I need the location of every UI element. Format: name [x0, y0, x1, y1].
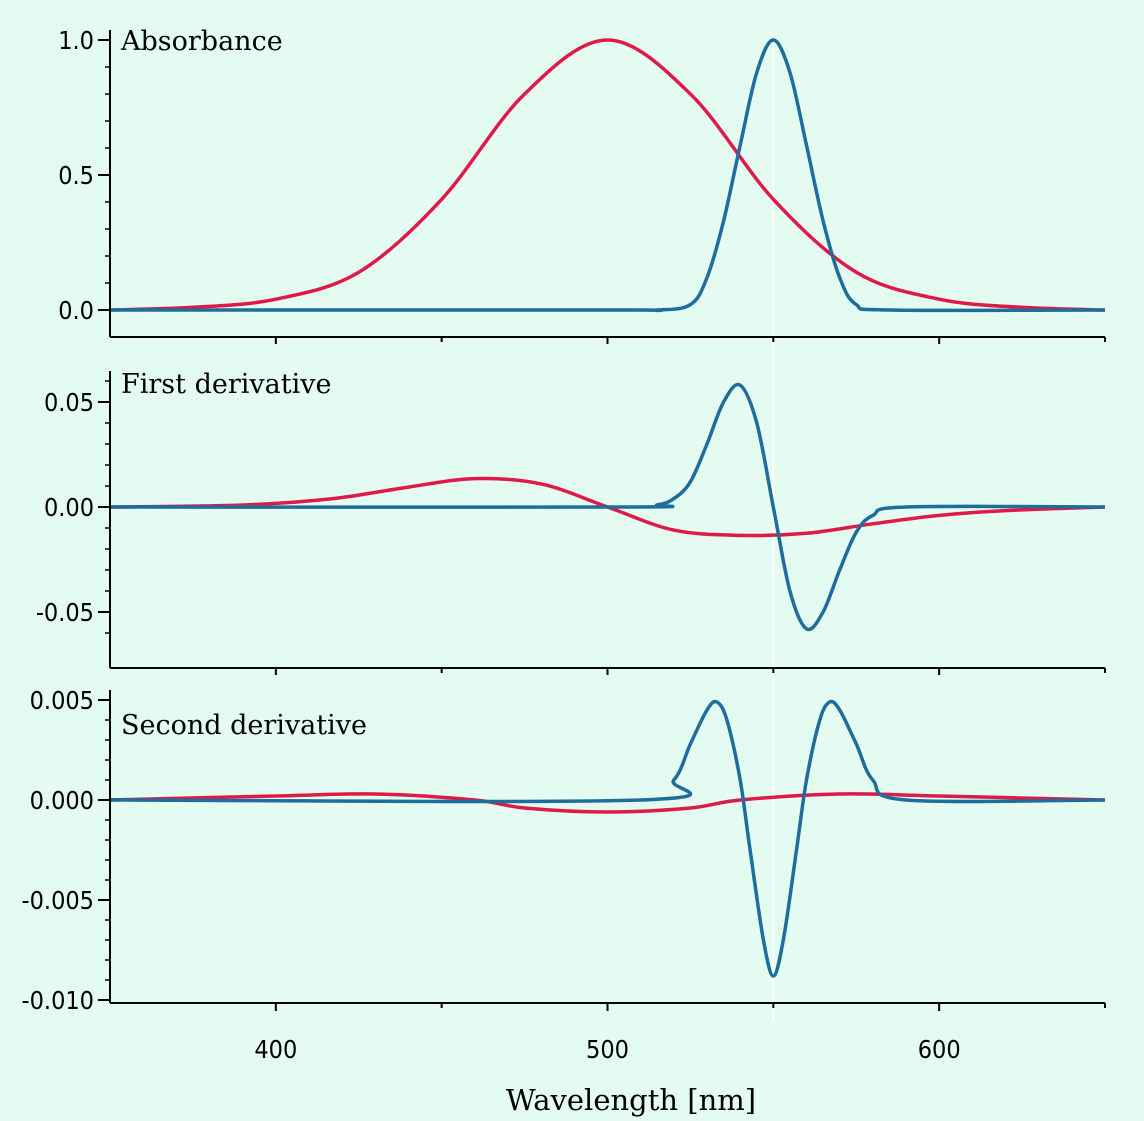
- blue-series-line-panel-3: [109, 699, 1106, 978]
- x-tick-label: 600: [918, 1035, 961, 1064]
- panel-3: -0.010 -0.005 0.000 0.005 Second derivative: [22, 686, 1106, 1015]
- x-tick-label: 400: [254, 1035, 297, 1064]
- y-tick-label: 0.5: [58, 161, 94, 190]
- panel-title: Absorbance: [120, 26, 283, 57]
- panel-title: Second derivative: [121, 710, 367, 741]
- blue-series-line-panel-1: [110, 38, 1106, 313]
- y-tick-label: -0.010: [22, 986, 95, 1015]
- y-tick-label: 0.005: [30, 686, 94, 715]
- y-tick-label: -0.005: [22, 886, 95, 915]
- y-tick-label: 0.000: [30, 786, 94, 815]
- red-series-line-panel-3: [109, 792, 1106, 814]
- red-series-line-panel-1: [109, 38, 1106, 312]
- x-tick-label: 500: [586, 1035, 629, 1064]
- panel-1: 0.0 0.5 1.0 Absorbance: [58, 26, 1106, 344]
- y-tick-label: 1.0: [58, 26, 94, 55]
- y-tick-label: 0.05: [44, 388, 94, 417]
- y-tick-label: 0.00: [44, 493, 94, 522]
- x-axis-title: Wavelength [nm]: [506, 1083, 756, 1117]
- y-tick-label: 0.0: [58, 296, 94, 325]
- panel-2: -0.05 0.00 0.05 First derivative: [36, 369, 1106, 675]
- blue-series-line-panel-2: [109, 382, 1106, 632]
- panel-title: First derivative: [121, 369, 331, 400]
- y-tick-label: -0.05: [36, 598, 94, 627]
